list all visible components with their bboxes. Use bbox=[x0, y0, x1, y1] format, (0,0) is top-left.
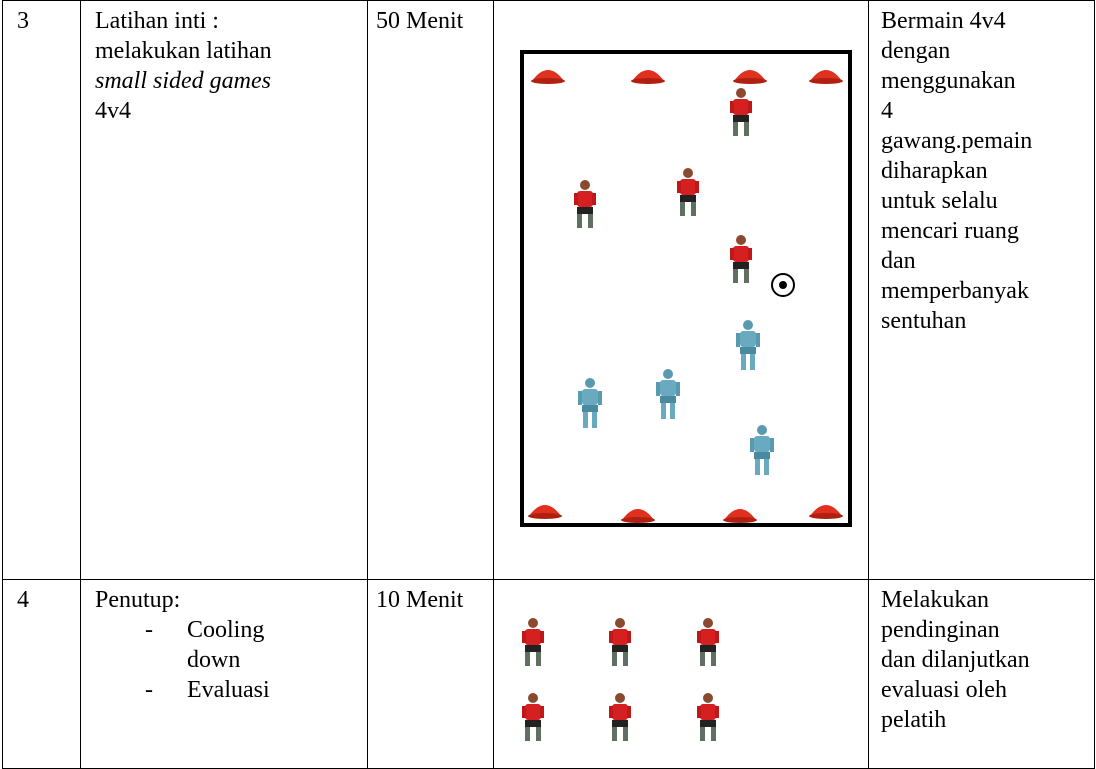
cell-activity: Penutup: Cooling down Evaluasi bbox=[80, 579, 368, 769]
cell-description: Bermain 4v4 dengan menggunakan 4 gawang.pema… bbox=[868, 0, 1095, 580]
description-line: 4 bbox=[881, 98, 893, 124]
description-line: untuk selalu bbox=[881, 188, 998, 214]
description-line: sentuhan bbox=[881, 308, 967, 334]
description-line: pendinginan bbox=[881, 617, 1000, 643]
description-line: pelatih bbox=[881, 707, 947, 733]
description-line: dan bbox=[881, 248, 916, 274]
row-number: 3 bbox=[17, 8, 29, 34]
activity-line: melakukan latihan bbox=[95, 38, 272, 64]
description-line: gawang.pemain bbox=[881, 128, 1033, 154]
cell-activity: Latihan inti : melakukan latihan small s… bbox=[80, 0, 368, 580]
activity-italic: small sided games bbox=[95, 68, 271, 94]
description-line: memperbanyak bbox=[881, 278, 1029, 304]
cell-diagram bbox=[493, 0, 869, 580]
activity-line: Latihan inti : bbox=[95, 8, 219, 34]
description-line: mencari ruang bbox=[881, 218, 1019, 244]
cell-no: 3 bbox=[2, 0, 81, 580]
cell-description: Melakukan pendinginan dan dilanjutkan evalu… bbox=[868, 579, 1095, 769]
cell-time: 10 Menit bbox=[367, 579, 494, 769]
row-number: 4 bbox=[17, 587, 29, 613]
description-line: menggunakan bbox=[881, 68, 1016, 94]
activity-list: Cooling down Evaluasi bbox=[95, 615, 359, 705]
cell-no: 4 bbox=[2, 579, 81, 769]
cell-time: 50 Menit bbox=[367, 0, 494, 580]
cell-diagram bbox=[493, 579, 869, 769]
description-line: evaluasi oleh bbox=[881, 677, 1007, 703]
description-line: diharapkan bbox=[881, 158, 988, 184]
description-line: Melakukan bbox=[881, 587, 989, 613]
list-item: Evaluasi bbox=[135, 675, 287, 705]
list-item: Cooling down bbox=[135, 615, 287, 675]
activity-line: 4v4 bbox=[95, 98, 131, 124]
description-line: dan dilanjutkan bbox=[881, 647, 1030, 673]
description-line: dengan bbox=[881, 38, 951, 64]
activity-heading: Penutup: bbox=[95, 587, 181, 613]
time: 50 Menit bbox=[376, 8, 464, 34]
description-line: Bermain 4v4 bbox=[881, 8, 1006, 34]
time: 10 Menit bbox=[376, 587, 464, 613]
